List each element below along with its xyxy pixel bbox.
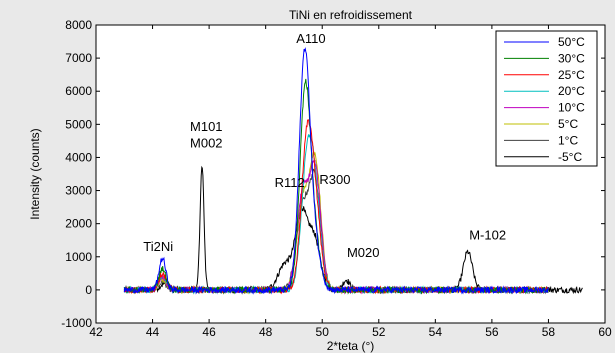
peak-label: A110 [296,31,325,46]
y-tick-label: 4000 [65,150,92,164]
peak-annotations: A110 M101 M002 R112 R300 Ti2Ni M020 M-102 [143,31,506,260]
y-tick-label: 0 [85,283,92,297]
chart-title: TiNi en refroidissement [289,8,413,22]
series-line-50c [123,46,549,295]
legend-entry-label: 50°C [558,35,585,49]
x-tick-label: 44 [146,325,160,339]
x-tick-label: 46 [202,325,216,339]
y-tick-label: 2000 [65,217,92,231]
y-tick-label: 6000 [65,84,92,98]
x-tick-label: 56 [485,325,499,339]
legend-box [495,30,598,167]
y-tick-label: 3000 [65,184,92,198]
y-tick-label: 7000 [65,51,92,65]
peak-label: M101 [190,119,223,134]
y-axis-label: Intensity (counts) [28,128,42,219]
y-tick-label: 1000 [65,250,92,264]
legend-entry-label: 5°C [558,117,578,131]
x-axis-label: 2*teta (°) [327,339,374,353]
legend-entry-label: 20°C [558,84,585,98]
peak-label: M020 [347,245,380,260]
legend-entry-label: 30°C [558,51,585,65]
axis-ticks: 42 44 46 48 50 52 54 56 58 60 -1000 0 1000 2000 3000 40… [61,18,612,339]
legend-entry-label: 25°C [558,68,585,82]
legend-entry-label: 10°C [558,101,585,115]
peak-label: M002 [190,136,223,151]
y-tick-label: 5000 [65,117,92,131]
peak-label: M-102 [469,228,506,243]
y-tick-label: 8000 [65,18,92,32]
x-tick-label: 48 [259,325,273,339]
peak-label: R300 [319,172,350,187]
x-tick-label: 52 [372,325,386,339]
legend-entry-label: 1°C [558,133,578,147]
peak-label: R112 [275,175,305,190]
x-tick-label: 54 [429,325,443,339]
x-tick-label: 58 [542,325,556,339]
x-tick-label: 60 [598,325,612,339]
legend: 50°C 30°C 25°C 20°C 10°C 5°C 1°C -5°C [495,30,598,167]
legend-entry-label: -5°C [558,150,582,164]
x-tick-label: 50 [316,325,330,339]
series-lines [123,46,583,295]
peak-label: Ti2Ni [143,239,173,254]
x-tick-label: 42 [89,325,103,339]
y-tick-label: -1000 [61,316,92,330]
